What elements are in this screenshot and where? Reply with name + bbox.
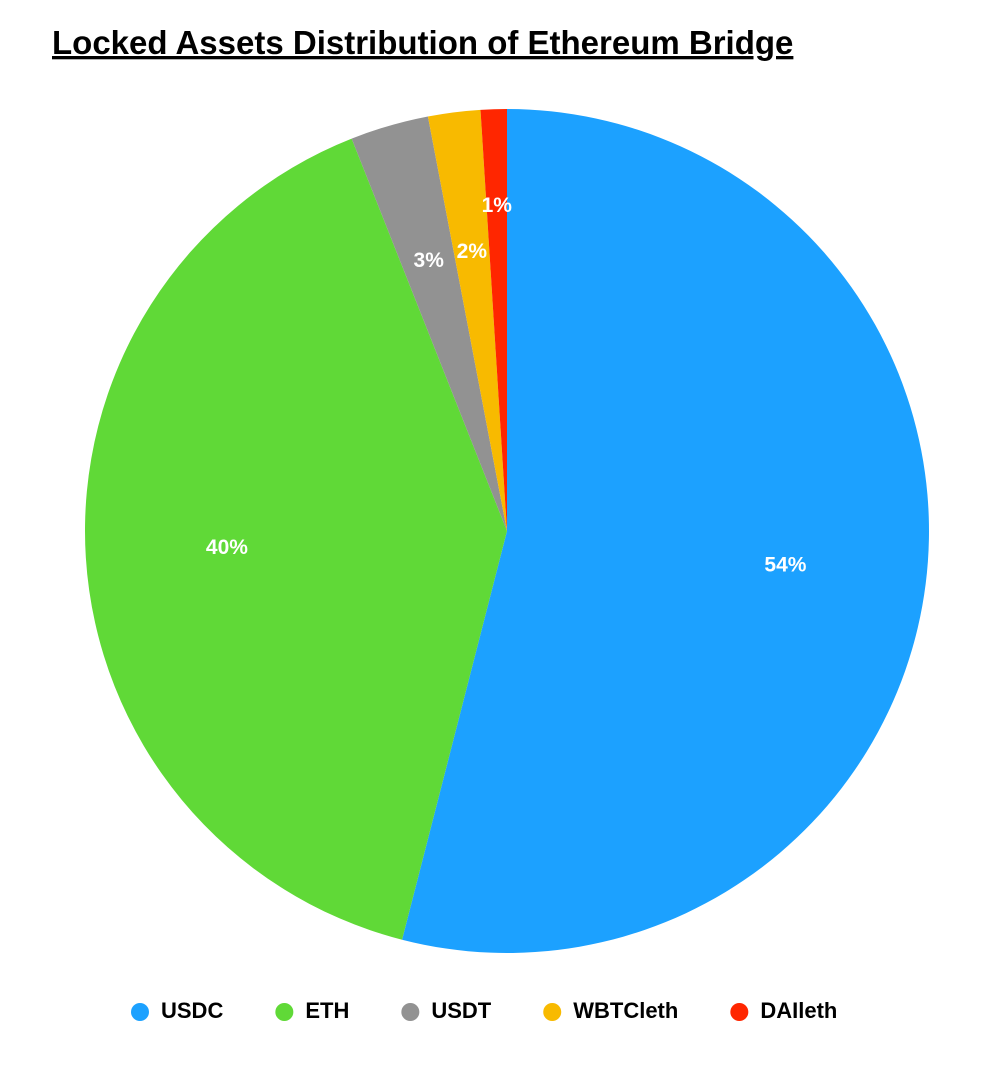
legend-label: DAIleth [760, 998, 837, 1023]
value-label: 2% [457, 240, 488, 263]
value-label: 54% [764, 554, 806, 577]
value-label: 1% [482, 194, 513, 217]
legend-swatch [275, 1003, 294, 1021]
legend-swatch [730, 1003, 749, 1021]
legend-label: USDC [161, 998, 223, 1023]
chart-title: Locked Assets Distribution of Ethereum B… [52, 24, 793, 61]
pie-slice [427, 109, 507, 532]
pie-slice [480, 109, 507, 531]
pie-slice [402, 109, 930, 953]
legend-label: ETH [305, 998, 349, 1023]
pie-slice [351, 116, 507, 531]
pie-slice [85, 138, 508, 940]
legend-label: USDT [431, 998, 491, 1023]
value-label: 40% [206, 536, 248, 559]
legend-label: WBTCleth [573, 998, 678, 1023]
legend-swatch [131, 1003, 149, 1021]
legend-swatch [543, 1003, 562, 1021]
value-label: 3% [414, 249, 445, 272]
legend-swatch [401, 1003, 420, 1021]
